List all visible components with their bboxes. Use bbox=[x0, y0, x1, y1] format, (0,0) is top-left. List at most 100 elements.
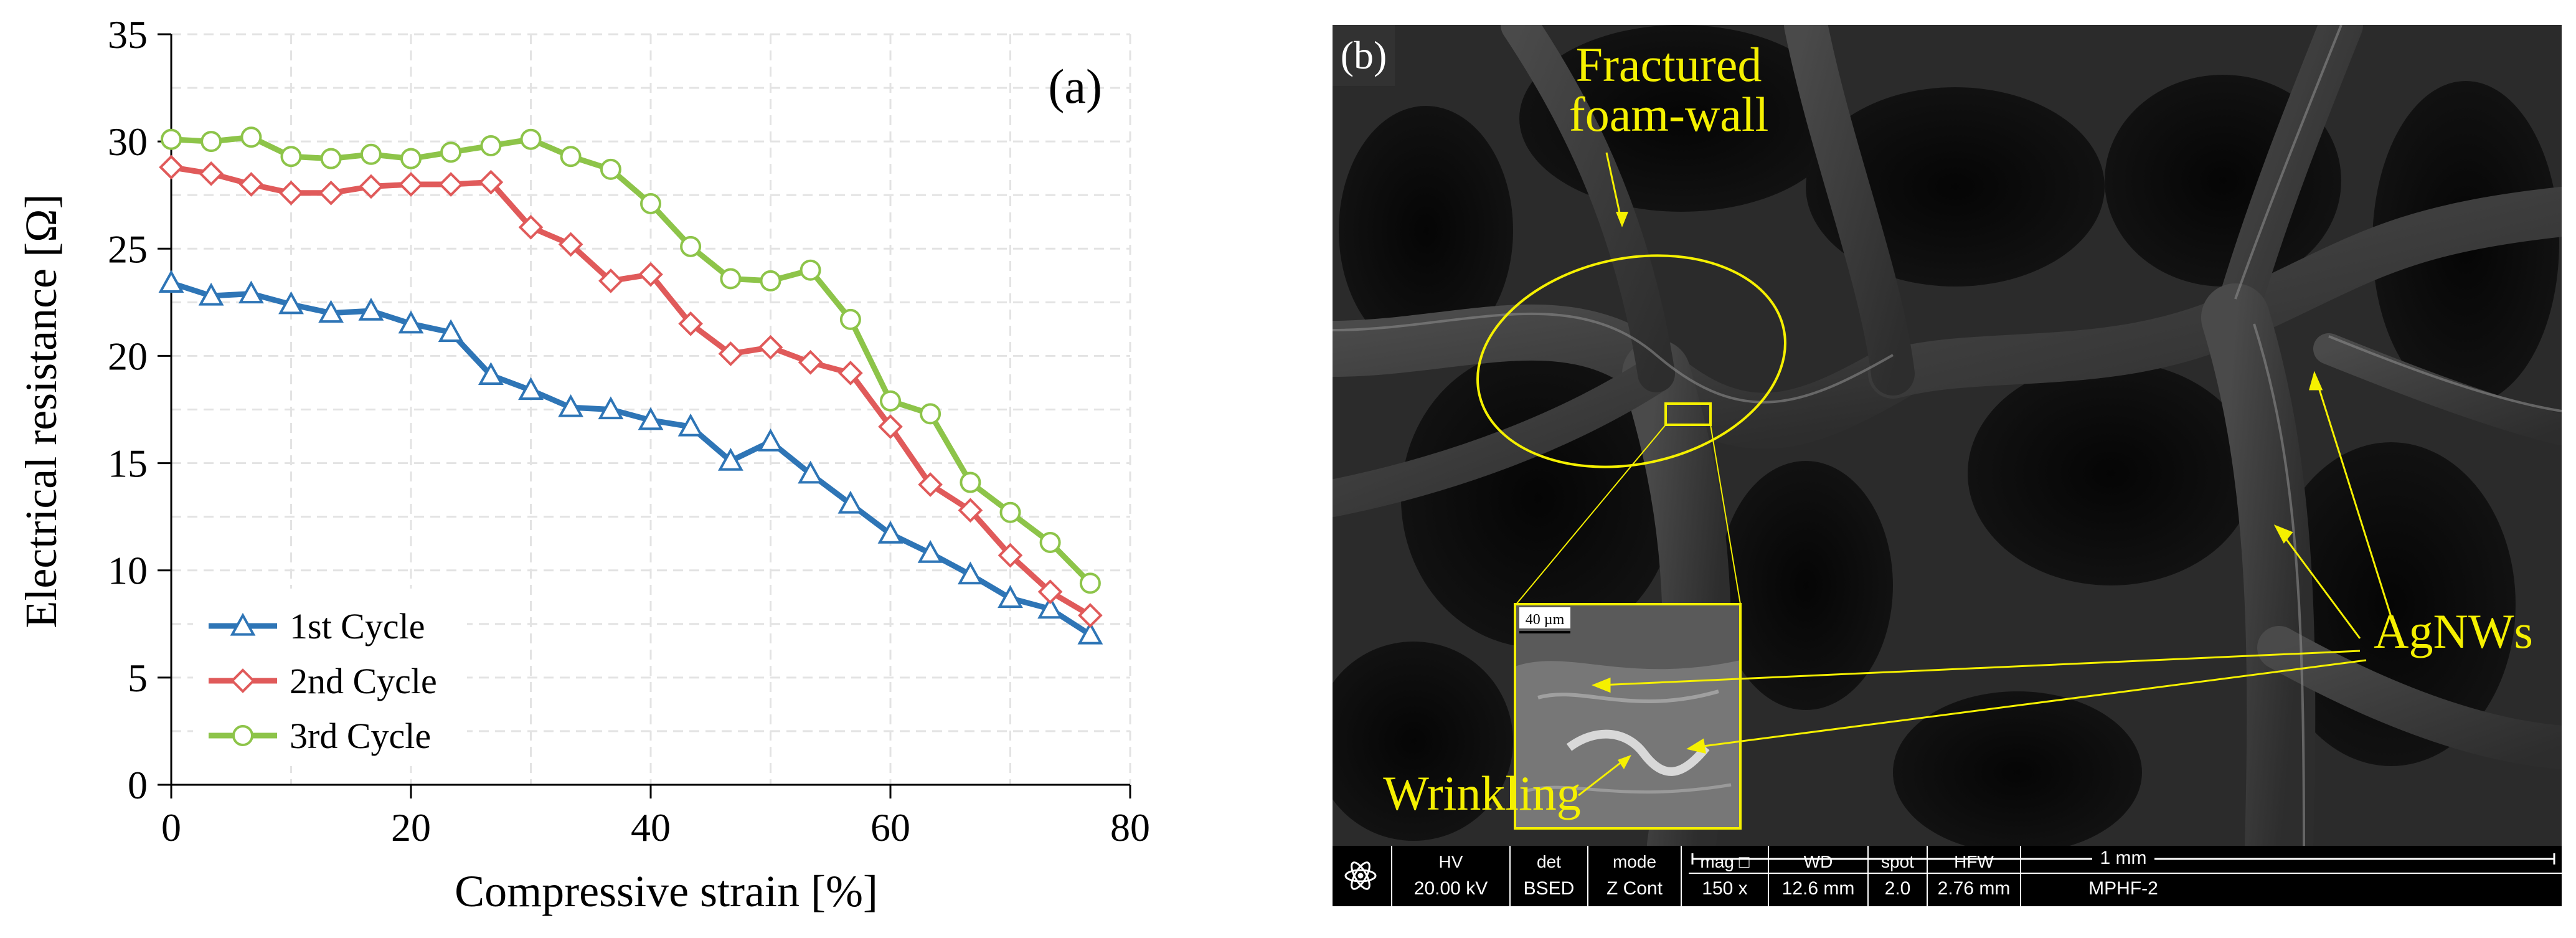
agnws-arrows bbox=[1591, 371, 2392, 754]
y-tick-label: 0 bbox=[128, 763, 148, 807]
data-point bbox=[1039, 531, 1061, 553]
y-axis-label: Electrical resistance [Ω] bbox=[16, 194, 66, 628]
data-point bbox=[760, 270, 781, 291]
data-point bbox=[638, 262, 663, 287]
data-point bbox=[360, 143, 382, 165]
sem-field-label: HV bbox=[1439, 852, 1463, 871]
data-point bbox=[438, 172, 463, 197]
data-point bbox=[838, 361, 863, 386]
foam-pore bbox=[1968, 361, 2254, 585]
data-point bbox=[278, 291, 304, 315]
data-point bbox=[758, 334, 783, 360]
data-point bbox=[918, 472, 943, 497]
y-tick-label: 10 bbox=[108, 549, 148, 593]
zoom-connector-left bbox=[1516, 424, 1666, 605]
data-point bbox=[798, 460, 824, 484]
legend-marker bbox=[230, 612, 256, 636]
x-tick-label: 60 bbox=[870, 805, 910, 850]
wrinkling-arrowhead bbox=[1618, 755, 1631, 769]
sem-field-value: 20.00 kV bbox=[1414, 878, 1488, 899]
sem-field-value: 2.76 mm bbox=[1938, 878, 2011, 899]
chart-series bbox=[158, 126, 1103, 645]
sem-field-label: mode bbox=[1613, 852, 1656, 871]
data-point bbox=[1078, 603, 1103, 628]
data-point bbox=[998, 542, 1023, 568]
data-point bbox=[957, 561, 983, 585]
data-point bbox=[598, 268, 623, 293]
data-point bbox=[1079, 572, 1101, 594]
foam-pore bbox=[1339, 106, 1513, 355]
data-point bbox=[958, 498, 983, 523]
legend-label: 3rd Cycle bbox=[290, 716, 431, 756]
data-point bbox=[518, 377, 544, 400]
panel-label-b-box bbox=[1333, 25, 1395, 86]
foam-pore bbox=[1333, 642, 1513, 841]
data-point bbox=[1037, 595, 1064, 619]
sem-field-value: 150 x bbox=[1702, 878, 1747, 899]
sem-sample-id: MPHF-2 bbox=[2088, 878, 2158, 899]
data-point bbox=[480, 135, 502, 157]
data-point bbox=[240, 126, 262, 148]
data-point bbox=[318, 300, 344, 323]
data-point bbox=[600, 158, 621, 180]
data-point bbox=[478, 362, 504, 386]
data-point bbox=[960, 471, 981, 493]
inset-scale-label: 40 µm bbox=[1526, 612, 1565, 628]
inset-scale-box bbox=[1519, 607, 1570, 628]
fractured-label-line1: Fractured bbox=[1576, 37, 1762, 92]
data-point bbox=[1037, 579, 1063, 604]
legend-marker bbox=[232, 725, 253, 746]
sem-image: (b) Fractured foam-wall 40 µm AgNWs bbox=[1333, 25, 2562, 846]
panel-label-b: (b) bbox=[1341, 33, 1387, 77]
x-tick-label: 40 bbox=[631, 805, 671, 850]
sem-field-value: 12.6 mm bbox=[1782, 878, 1855, 899]
data-point bbox=[238, 280, 264, 304]
series-3 bbox=[161, 126, 1101, 594]
data-point bbox=[717, 448, 743, 471]
sem-micrograph-panel: (b) Fractured foam-wall 40 µm AgNWs bbox=[1333, 25, 2562, 906]
series-2 bbox=[159, 154, 1103, 628]
data-point bbox=[198, 282, 224, 306]
resistance-chart: 0 20 40 60 80 0 5 10 15 20 25 30 35 (a) Compressive … bbox=[16, 12, 1150, 916]
data-point bbox=[399, 172, 423, 197]
data-point bbox=[638, 407, 664, 430]
y-tick-label: 25 bbox=[108, 227, 148, 271]
data-point bbox=[518, 215, 544, 240]
data-point bbox=[917, 540, 943, 563]
data-point bbox=[400, 148, 422, 169]
wrinkling-label: Wrinkling bbox=[1383, 766, 1580, 820]
data-point bbox=[320, 148, 342, 169]
zoom-connector-right bbox=[1710, 424, 1741, 605]
data-point bbox=[558, 394, 584, 417]
data-point bbox=[359, 174, 384, 199]
foam-pore bbox=[1719, 461, 1893, 710]
data-point bbox=[998, 585, 1023, 609]
sem-scale-label: 1 mm bbox=[2100, 848, 2147, 868]
data-point bbox=[677, 413, 704, 437]
data-point bbox=[438, 319, 464, 343]
data-point bbox=[640, 192, 661, 214]
chart-legend: 1st Cycle 2nd Cycle 3rd Cycle bbox=[193, 589, 467, 766]
zoom-region-box bbox=[1664, 402, 1712, 426]
fractured-arrowhead bbox=[1616, 212, 1628, 227]
data-point bbox=[278, 180, 304, 206]
legend-label: 2nd Cycle bbox=[290, 661, 437, 701]
data-point bbox=[201, 131, 222, 153]
data-point bbox=[718, 341, 743, 366]
data-point bbox=[478, 169, 504, 195]
data-point bbox=[878, 414, 903, 439]
y-tick-label: 5 bbox=[128, 656, 148, 700]
legend-label: 1st Cycle bbox=[290, 606, 425, 647]
data-point bbox=[318, 180, 344, 206]
data-point bbox=[678, 311, 703, 336]
data-point bbox=[440, 141, 462, 163]
series-line bbox=[171, 164, 1092, 618]
data-point bbox=[560, 146, 582, 168]
series-line bbox=[170, 280, 1092, 637]
data-point bbox=[720, 268, 742, 290]
sem-field-label: mag □ bbox=[1700, 852, 1749, 871]
series-1 bbox=[158, 270, 1103, 645]
data-point bbox=[199, 161, 224, 186]
data-point bbox=[798, 349, 823, 375]
data-point bbox=[1077, 621, 1103, 645]
